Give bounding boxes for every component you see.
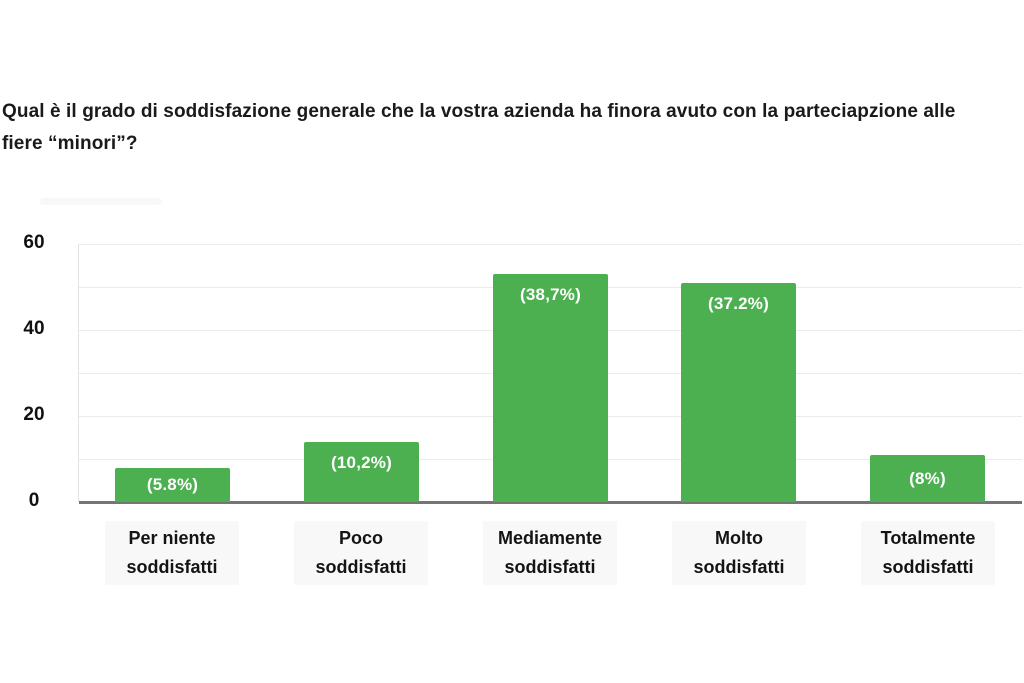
bar-value-label: (10,2%) [331, 453, 392, 472]
bar-value-label: (5.8%) [146, 475, 199, 494]
bar-2: (10,2%) [304, 442, 419, 502]
bar-value-label: (38,7%) [520, 285, 581, 304]
x-axis-baseline [79, 501, 1022, 504]
category-label-line: Molto [715, 528, 763, 548]
category-label-line: Totalmente [880, 528, 976, 548]
bar-value-label: (37.2%) [708, 294, 769, 313]
bar-5: (8%) [870, 455, 985, 502]
category-label-line: soddisfatti [315, 557, 407, 577]
category-label-1: Per niente soddisfatti [105, 521, 239, 585]
bar-1: (5.8%) [115, 468, 230, 502]
y-tick-20: 20 [23, 404, 45, 425]
faded-text-artifact [40, 198, 162, 205]
category-label-line: soddisfatti [693, 557, 785, 577]
category-label-3: Mediamente soddisfatti [483, 521, 617, 585]
category-label-line: soddisfatti [882, 557, 974, 577]
category-label-line: Per niente [128, 528, 216, 548]
gridline-60 [79, 244, 1022, 245]
category-label-line: Mediamente [497, 528, 603, 548]
category-label-line: soddisfatti [504, 557, 596, 577]
category-label-line: Poco [338, 528, 383, 548]
y-tick-60: 60 [23, 232, 45, 253]
y-tick-40: 40 [23, 318, 45, 339]
bar-value-label: (8%) [909, 468, 946, 488]
category-label-5: Totalmente soddisfatti [861, 521, 995, 585]
category-label-4: Molto soddisfatti [672, 521, 806, 585]
bar-3: (38,7%) [493, 274, 608, 502]
y-tick-0: 0 [28, 490, 40, 511]
bar-4: (37.2%) [681, 283, 796, 502]
category-label-2: Poco soddisfatti [294, 521, 428, 585]
chart-title: Qual è il grado di soddisfazione general… [2, 101, 956, 154]
category-label-line: soddisfatti [126, 557, 218, 577]
